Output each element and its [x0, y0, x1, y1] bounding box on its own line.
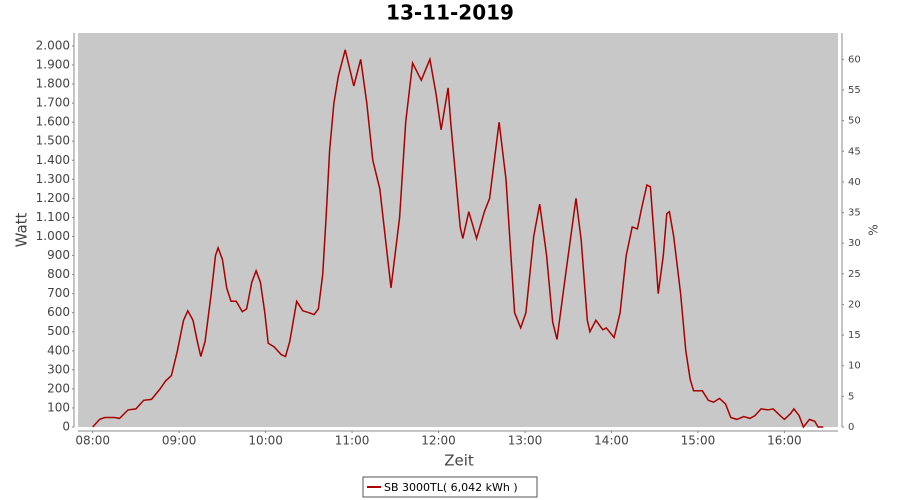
plot-area: [78, 33, 838, 427]
y2-tick-label: 30: [848, 238, 861, 249]
x-tick-label: 11:00: [335, 434, 370, 448]
y-tick-label: 100: [47, 400, 70, 414]
y-tick-label: 700: [47, 286, 70, 300]
x-tick-label: 16:00: [767, 434, 802, 448]
y-tick-label: 1.200: [36, 191, 70, 205]
x-tick-label: 09:00: [162, 434, 197, 448]
legend-label: SB 3000TL( 6,042 kWh ): [384, 481, 518, 494]
x-tick-label: 13:00: [508, 434, 543, 448]
y-tick-label: 1.300: [36, 172, 70, 186]
y-tick-label: 900: [47, 248, 70, 262]
y-tick-label: 1.100: [36, 210, 70, 224]
chart-title: 13-11-2019: [386, 1, 514, 25]
y-tick-label: 1.600: [36, 115, 70, 129]
y2-tick-label: 50: [848, 116, 861, 127]
y-tick-label: 200: [47, 381, 70, 395]
y-tick-label: 1.000: [36, 229, 70, 243]
x-tick-label: 14:00: [594, 434, 629, 448]
series-line: [92, 49, 824, 429]
y2-tick-label: 55: [848, 85, 861, 96]
y2-tick-label: 5: [848, 391, 854, 402]
y-tick-label: 1.800: [36, 77, 70, 91]
y-tick-label: 0: [62, 420, 70, 434]
y2-tick-label: 20: [848, 299, 861, 310]
y-tick-label: 1.500: [36, 134, 70, 148]
y2-tick-label: 60: [848, 54, 861, 65]
y-tick-label: 2.000: [36, 38, 70, 52]
y2-tick-label: 10: [848, 361, 861, 372]
x-tick-label: 08:00: [75, 434, 110, 448]
x-tick-label: 15:00: [681, 434, 716, 448]
y-axis-label: Watt: [13, 212, 31, 247]
y2-tick-label: 45: [848, 146, 861, 157]
y-tick-label: 400: [47, 343, 70, 357]
y-tick-label: 600: [47, 305, 70, 319]
y2-tick-label: 25: [848, 269, 861, 280]
y-tick-label: 800: [47, 267, 70, 281]
x-tick-label: 12:00: [421, 434, 456, 448]
y-tick-label: 1.700: [36, 96, 70, 110]
y2-tick-label: 15: [848, 330, 861, 341]
legend: [362, 476, 538, 498]
y2-axis-label: %: [867, 224, 881, 235]
x-axis-label: Zeit: [444, 452, 474, 470]
y2-tick-label: 0: [848, 422, 854, 433]
y2-tick-label: 40: [848, 177, 861, 188]
y-tick-label: 1.400: [36, 153, 70, 167]
y-tick-label: 1.900: [36, 58, 70, 72]
y2-tick-label: 35: [848, 208, 861, 219]
y-tick-label: 500: [47, 324, 70, 338]
x-tick-label: 10:00: [248, 434, 283, 448]
y-tick-label: 300: [47, 362, 70, 376]
